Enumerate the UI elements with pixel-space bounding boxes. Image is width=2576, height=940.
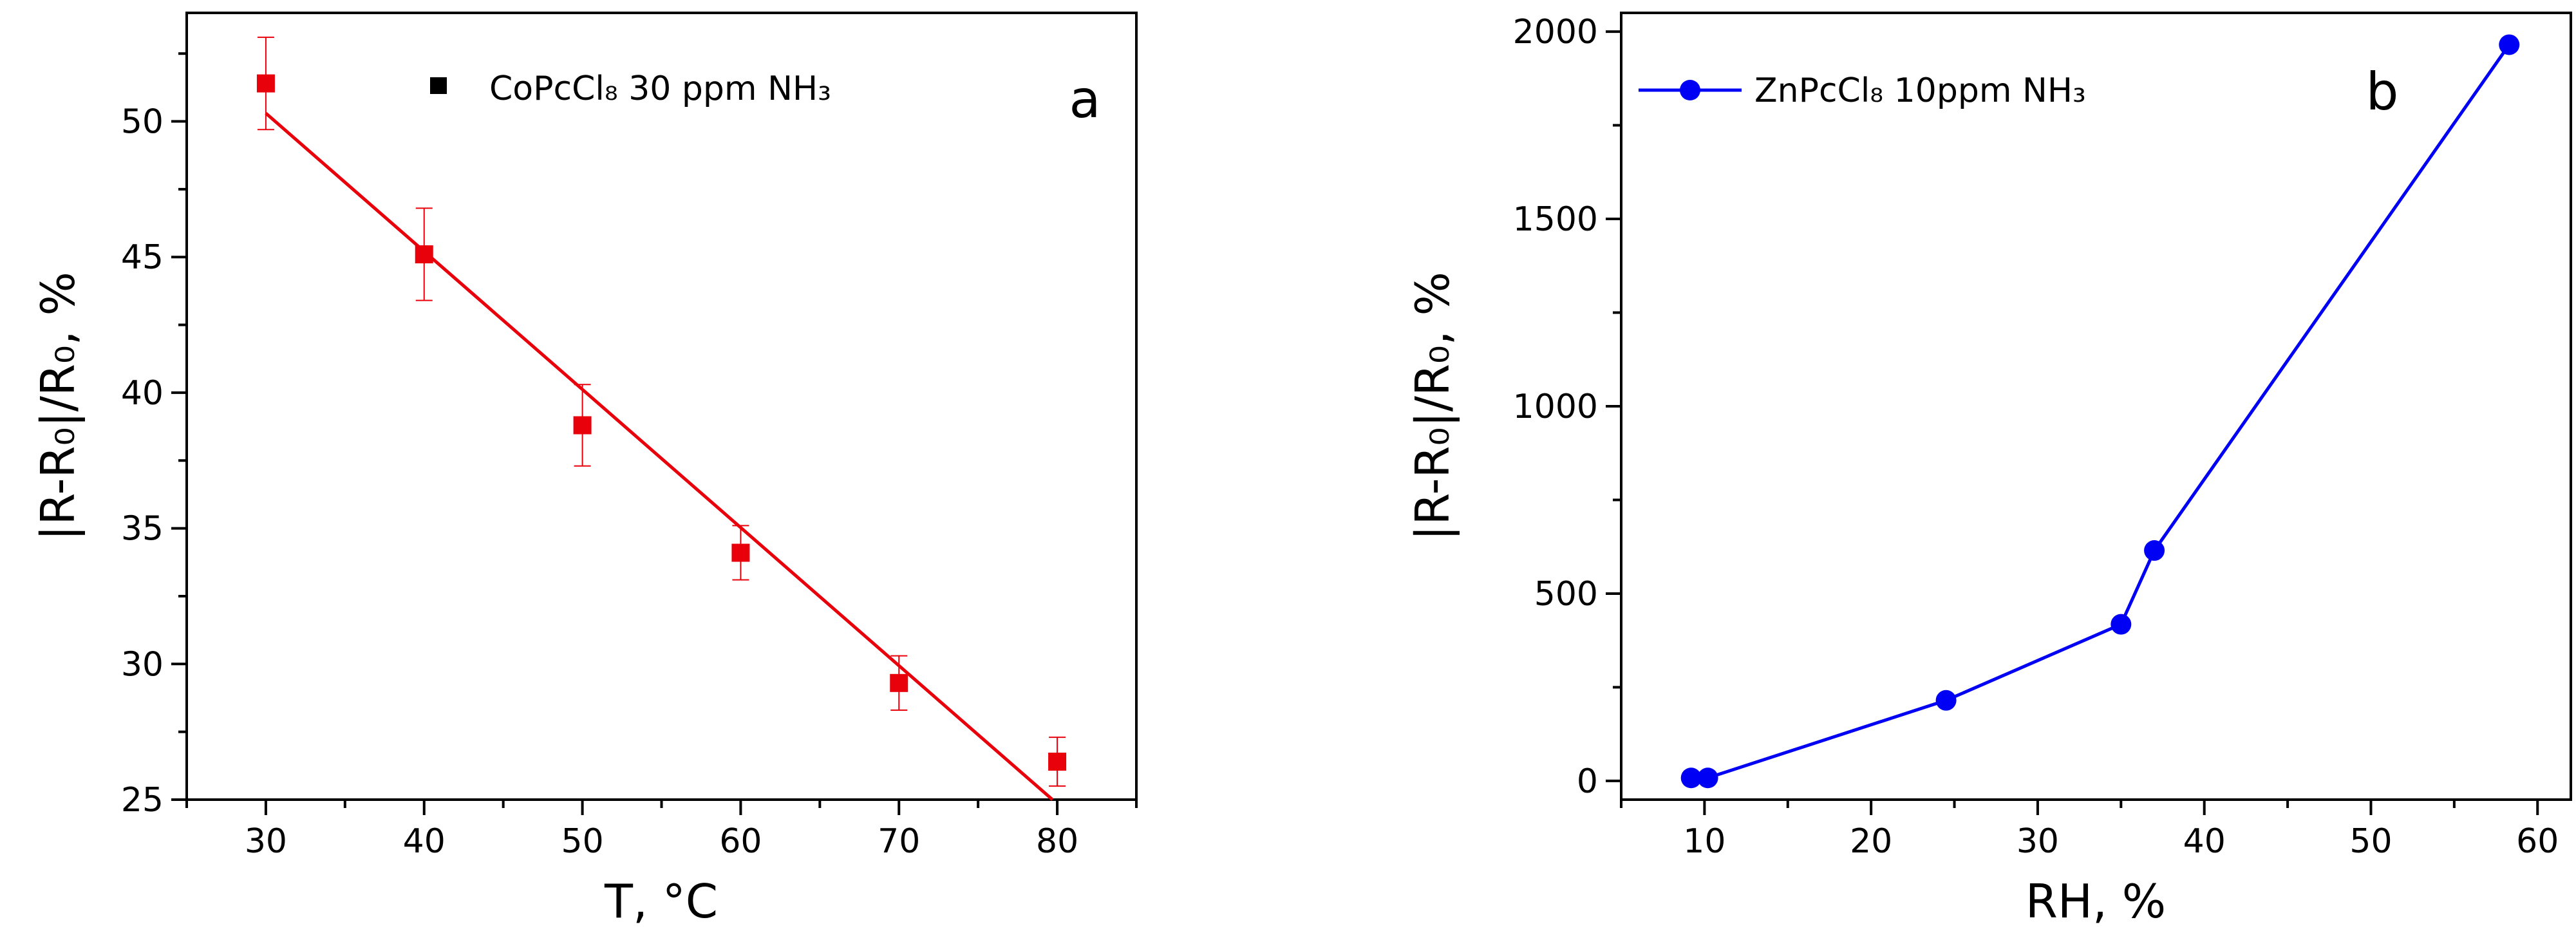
chart-b-y-axis-label: |R-R₀|/R₀, % xyxy=(1406,272,1460,541)
x-tick-label: 50 xyxy=(2349,822,2392,861)
chart-b-plot-frame xyxy=(1620,12,2572,801)
y-tick-label: 1500 xyxy=(1513,200,1598,239)
data-point xyxy=(1935,690,1957,711)
chart-b-legend-label: ZnPcCl₈ 10ppm NH₃ xyxy=(1754,71,2086,110)
data-point xyxy=(1680,767,1702,789)
chart-a-legend: CoPcCl₈ 30 ppm NH₃ xyxy=(430,70,831,108)
x-tick-label: 20 xyxy=(1850,822,1892,861)
fit-line xyxy=(265,112,1054,801)
x-tick-label: 10 xyxy=(1683,822,1725,861)
data-point xyxy=(890,673,908,692)
x-tick-label: 40 xyxy=(403,822,446,861)
x-tick-label: 80 xyxy=(1036,822,1078,861)
x-tick-label: 40 xyxy=(2183,822,2226,861)
x-tick-label: 60 xyxy=(2516,822,2559,861)
chart-a-y-axis-label: |R-R₀|/R₀, % xyxy=(31,272,86,541)
y-tick-label: 40 xyxy=(121,374,164,413)
chart-a: 30 40 50 60 70 80 25 30 35 40 45 50 T, °C |R-R₀|/R₀… xyxy=(31,12,1138,928)
y-tick-label: 0 xyxy=(1577,762,1598,801)
x-tick-label: 30 xyxy=(245,822,287,861)
data-point xyxy=(256,74,275,93)
y-tick-label: 35 xyxy=(121,510,164,549)
y-tick-label: 50 xyxy=(121,103,164,142)
y-tick-label: 2000 xyxy=(1513,13,1598,52)
data-point xyxy=(2144,540,2165,561)
chart-b-panel-label: b xyxy=(2366,62,2399,122)
x-tick-label: 70 xyxy=(878,822,920,861)
series-line xyxy=(1691,44,2511,780)
x-tick-label: 50 xyxy=(561,822,603,861)
x-tick-label: 60 xyxy=(719,822,762,861)
data-point xyxy=(1697,767,1718,789)
chart-b-legend-marker xyxy=(1680,80,1700,100)
y-tick-label: 500 xyxy=(1534,575,1598,614)
y-tick-label: 25 xyxy=(121,781,164,820)
data-point xyxy=(1048,753,1067,771)
chart-a-x-axis-label: T, °C xyxy=(604,874,718,928)
y-tick-label: 1000 xyxy=(1513,388,1598,426)
chart-b-x-axis-label: RH, % xyxy=(2026,874,2166,928)
chart-b-legend: ZnPcCl₈ 10ppm NH₃ xyxy=(1639,71,2086,110)
chart-a-plot-frame xyxy=(185,12,1138,801)
data-point xyxy=(731,543,750,562)
data-point xyxy=(2111,614,2132,635)
chart-a-legend-marker xyxy=(430,77,447,94)
y-tick-label: 30 xyxy=(121,645,164,684)
y-tick-label: 45 xyxy=(121,238,164,277)
chart-a-legend-label: CoPcCl₈ 30 ppm NH₃ xyxy=(489,70,831,108)
data-point xyxy=(573,416,592,435)
data-point xyxy=(415,245,433,264)
chart-a-panel-label: a xyxy=(1069,70,1100,129)
chart-b: 10 20 30 40 50 60 0 500 1000 1500 2000 RH, % |R-R₀… xyxy=(1406,12,2572,928)
data-point xyxy=(2499,34,2520,55)
x-tick-label: 30 xyxy=(2017,822,2059,861)
